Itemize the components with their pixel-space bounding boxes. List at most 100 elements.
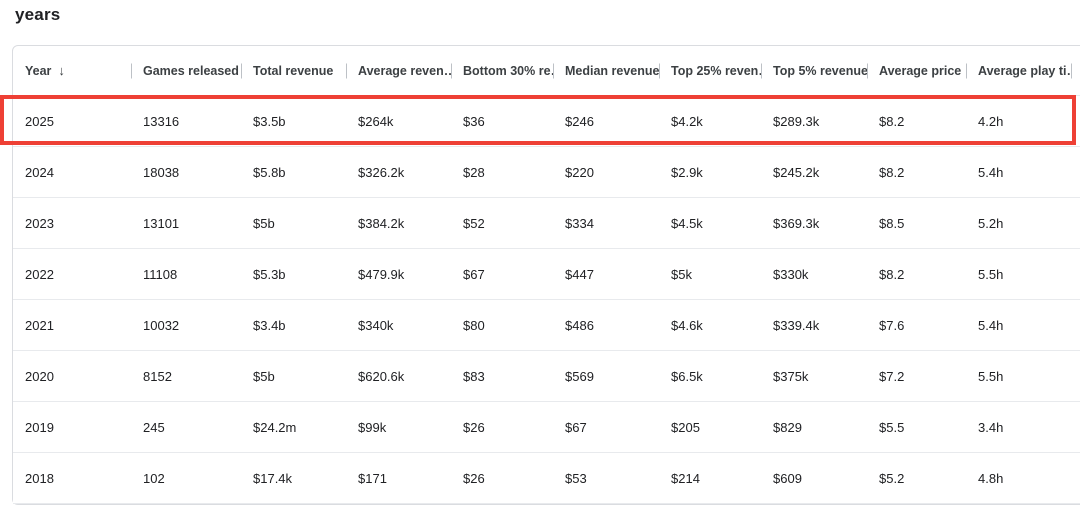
cell-top-5-revenue: $289.3k xyxy=(773,113,820,129)
cell-top-5-revenue: $339.4k xyxy=(773,317,820,333)
page-title: years xyxy=(15,5,61,24)
cell-year: 2023 xyxy=(25,215,54,231)
cell-top-25-revenue: $4.2k xyxy=(671,113,703,129)
cell-top-25-revenue: $4.6k xyxy=(671,317,703,333)
cell-average-revenue: $340k xyxy=(358,317,394,333)
column-header-games-released[interactable]: Games released xyxy=(131,46,241,95)
cell-average-revenue: $326.2k xyxy=(358,164,405,180)
column-header-average-play-time[interactable]: Average play ti… xyxy=(966,46,1071,95)
cell-bottom-30-revenue: $80 xyxy=(463,317,485,333)
column-label: Average price xyxy=(879,63,962,78)
cell-top-25-revenue: $5k xyxy=(671,266,692,282)
cell-year: 2018 xyxy=(25,470,54,486)
cell-games-released: 13316 xyxy=(143,113,180,129)
cell-median-revenue: $447 xyxy=(565,266,594,282)
cell-bottom-30-revenue: $26 xyxy=(463,470,485,486)
cell-average-revenue: $384.2k xyxy=(358,215,405,231)
cell-top-25-revenue: $4.5k xyxy=(671,215,703,231)
cell-average-play-time: 5.2h xyxy=(978,215,1004,231)
cell-total-revenue: $17.4k xyxy=(253,470,293,486)
column-label: Total revenue xyxy=(253,63,334,78)
cell-games-released: 10032 xyxy=(143,317,180,333)
cell-median-revenue: $67 xyxy=(565,419,587,435)
column-label: Games released xyxy=(143,63,239,78)
cell-top-25-revenue: $2.9k xyxy=(671,164,703,180)
cell-average-price: $7.6 xyxy=(879,317,905,333)
cell-total-revenue: $3.5b xyxy=(253,113,286,129)
column-header-average-price[interactable]: Average price xyxy=(867,46,966,95)
table-row-2023[interactable]: 2023 13101 $5b $384.2k $52 $334 $4.5k $369.3k $8… xyxy=(13,198,1080,249)
sort-descending-icon[interactable]: ↓ xyxy=(58,63,65,78)
column-divider xyxy=(867,63,868,78)
table-row-2025[interactable]: 2025 13316 $3.5b $264k $36 $246 $4.2k $289.3k $8… xyxy=(13,96,1080,147)
column-header-top-5-revenue[interactable]: Top 5% revenue xyxy=(761,46,867,95)
cell-bottom-30-revenue: $36 xyxy=(463,113,485,129)
cell-average-revenue: $620.6k xyxy=(358,368,405,384)
cell-total-revenue: $5b xyxy=(253,368,275,384)
column-divider xyxy=(131,63,132,78)
cell-average-revenue: $99k xyxy=(358,419,387,435)
column-label: Top 25% reven… xyxy=(671,63,761,78)
table-row-2022[interactable]: 2022 11108 $5.3b $479.9k $67 $447 $5k $330k $8.2… xyxy=(13,249,1080,300)
cell-top-5-revenue: $330k xyxy=(773,266,809,282)
column-divider xyxy=(1071,63,1072,78)
column-divider xyxy=(553,63,554,78)
cell-games-released: 102 xyxy=(143,470,165,486)
cell-median-revenue: $334 xyxy=(565,215,594,231)
cell-average-price: $5.2 xyxy=(879,470,905,486)
table-row-2021[interactable]: 2021 10032 $3.4b $340k $80 $486 $4.6k $339.4k $7… xyxy=(13,300,1080,351)
cell-median-revenue: $569 xyxy=(565,368,594,384)
cell-top-5-revenue: $829 xyxy=(773,419,802,435)
cell-games-released: 8152 xyxy=(143,368,172,384)
cell-total-revenue: $24.2m xyxy=(253,419,297,435)
column-divider xyxy=(241,63,242,78)
cell-average-revenue: $264k xyxy=(358,113,394,129)
column-header-bottom-30-revenue[interactable]: Bottom 30% re… xyxy=(451,46,553,95)
cell-average-revenue: $171 xyxy=(358,470,387,486)
column-label: Average reven… xyxy=(358,63,451,78)
column-header-year[interactable]: Year ↓ xyxy=(13,46,131,95)
cell-total-revenue: $3.4b xyxy=(253,317,286,333)
cell-year: 2021 xyxy=(25,317,54,333)
table-row-2020[interactable]: 2020 8152 $5b $620.6k $83 $569 $6.5k $375k $7.2 5… xyxy=(13,351,1080,402)
table-row-2018[interactable]: 2018 102 $17.4k $171 $26 $53 $214 $609 $5.2 4.8h xyxy=(13,453,1080,504)
cell-bottom-30-revenue: $67 xyxy=(463,266,485,282)
cell-bottom-30-revenue: $52 xyxy=(463,215,485,231)
cell-bottom-30-revenue: $26 xyxy=(463,419,485,435)
cell-average-price: $8.2 xyxy=(879,164,905,180)
cell-average-play-time: 5.4h xyxy=(978,317,1004,333)
column-divider xyxy=(451,63,452,78)
column-header-median-revenue[interactable]: Median revenue xyxy=(553,46,659,95)
cell-top-25-revenue: $205 xyxy=(671,419,700,435)
cell-average-price: $5.5 xyxy=(879,419,905,435)
cell-year: 2025 xyxy=(25,113,54,129)
column-header-overflow[interactable] xyxy=(1071,46,1080,95)
table-body: 2025 13316 $3.5b $264k $36 $246 $4.2k $289.3k $8… xyxy=(13,96,1080,504)
column-header-top-25-revenue[interactable]: Top 25% reven… xyxy=(659,46,761,95)
cell-top-5-revenue: $369.3k xyxy=(773,215,820,231)
column-divider xyxy=(659,63,660,78)
cell-top-25-revenue: $6.5k xyxy=(671,368,703,384)
cell-average-play-time: 4.2h xyxy=(978,113,1004,129)
cell-games-released: 13101 xyxy=(143,215,180,231)
column-label: Median revenue xyxy=(565,63,659,78)
column-divider xyxy=(761,63,762,78)
cell-top-5-revenue: $245.2k xyxy=(773,164,820,180)
table-row-2019[interactable]: 2019 245 $24.2m $99k $26 $67 $205 $829 $5.5 3.4h xyxy=(13,402,1080,453)
column-divider xyxy=(346,63,347,78)
cell-total-revenue: $5b xyxy=(253,215,275,231)
cell-median-revenue: $246 xyxy=(565,113,594,129)
cell-total-revenue: $5.3b xyxy=(253,266,286,282)
column-label: Bottom 30% re… xyxy=(463,63,553,78)
column-label: Year xyxy=(25,63,52,78)
column-label: Average play ti… xyxy=(978,63,1071,78)
column-label: Top 5% revenue xyxy=(773,63,867,78)
cell-top-25-revenue: $214 xyxy=(671,470,700,486)
cell-year: 2022 xyxy=(25,266,54,282)
years-table: Year ↓ Games released Total revenue Average … xyxy=(12,45,1080,505)
column-header-average-revenue[interactable]: Average reven… xyxy=(346,46,451,95)
cell-average-play-time: 3.4h xyxy=(978,419,1004,435)
cell-median-revenue: $220 xyxy=(565,164,594,180)
column-header-total-revenue[interactable]: Total revenue xyxy=(241,46,346,95)
table-row-2024[interactable]: 2024 18038 $5.8b $326.2k $28 $220 $2.9k $245.2k… xyxy=(13,147,1080,198)
